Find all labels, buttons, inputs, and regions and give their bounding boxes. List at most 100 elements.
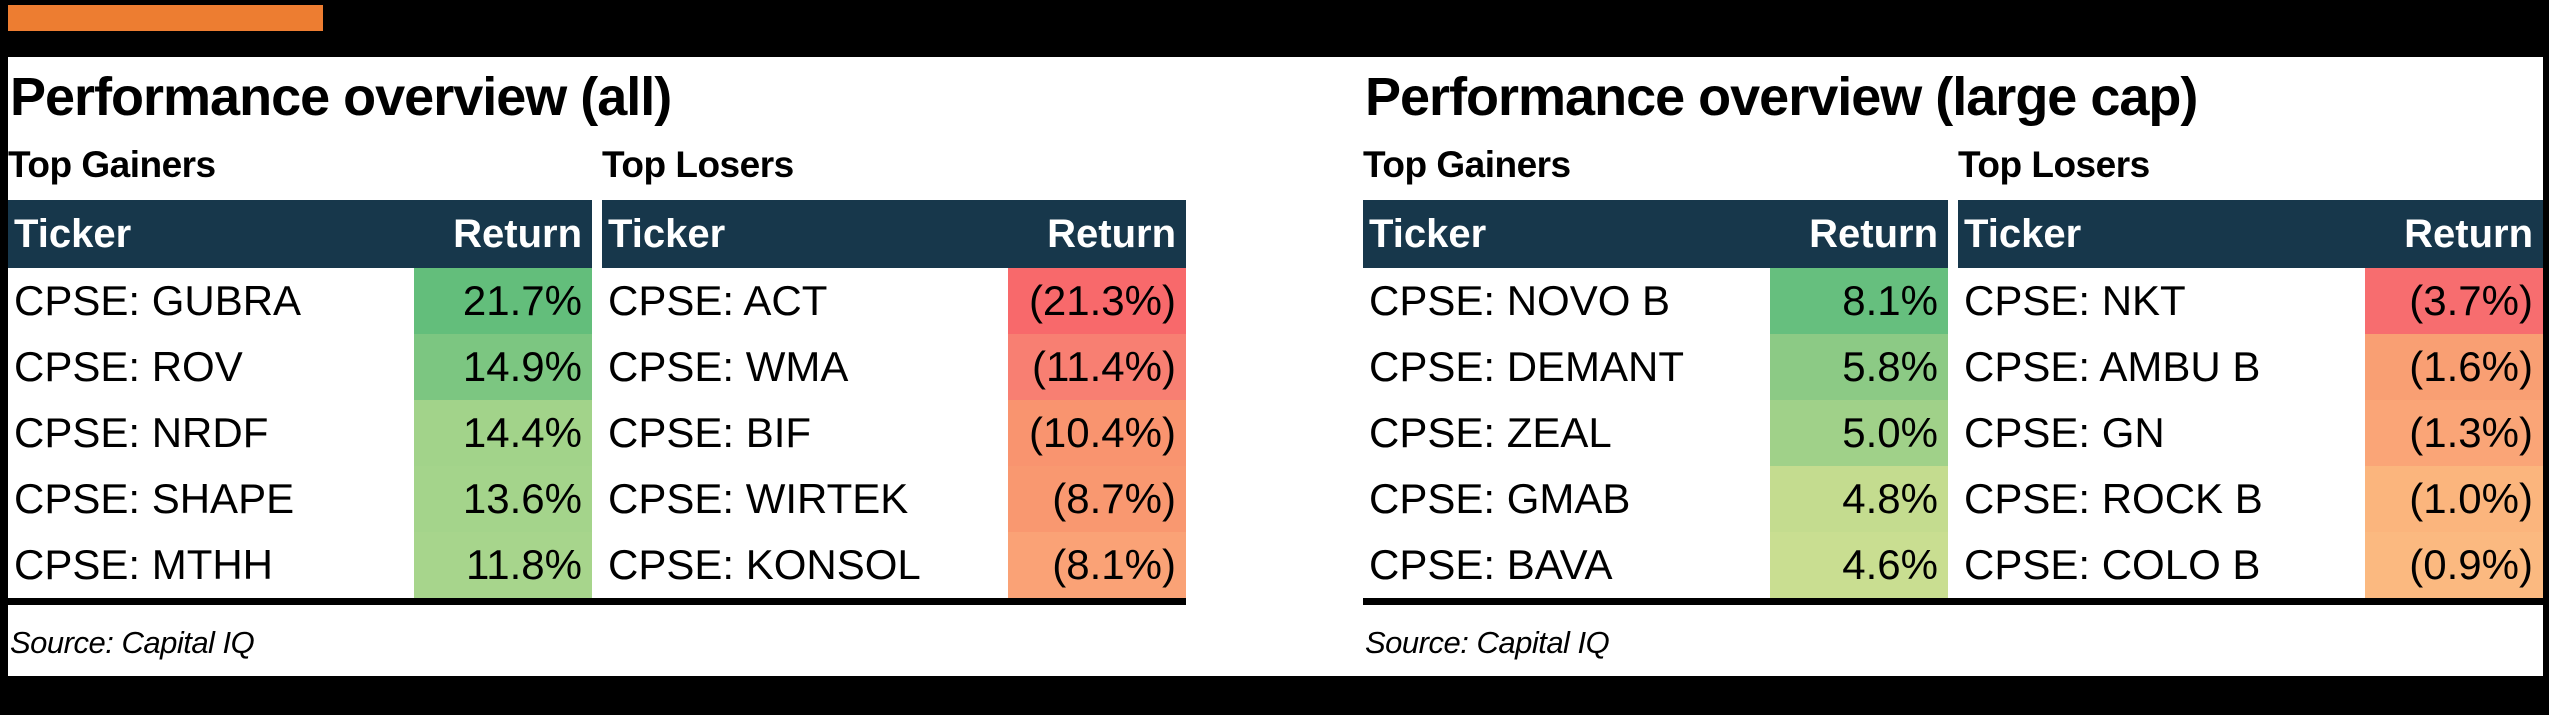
- source-note: Source: Capital IQ: [10, 625, 255, 660]
- table-row: CPSE: ROV 14.9%: [8, 334, 592, 400]
- table-row: CPSE: ROCK B (1.0%): [1958, 466, 2543, 532]
- ticker-cell: CPSE: NOVO B: [1369, 277, 1671, 324]
- ticker-cell: CPSE: WIRTEK: [608, 475, 909, 522]
- ticker-cell: CPSE: AMBU B: [1964, 343, 2261, 390]
- table-body: CPSE: NOVO B 8.1% CPSE: DEMANT 5.8% CPSE…: [1363, 268, 1948, 598]
- return-cell: 13.6%: [413, 466, 592, 532]
- page-title: Performance overview (large cap): [1365, 67, 2198, 127]
- return-cell: (8.1%): [1007, 532, 1186, 598]
- return-cell: 4.8%: [1769, 466, 1948, 532]
- return-cell: 11.8%: [413, 532, 592, 598]
- gainers-subtable: Top Gainers Ticker Return CPSE: GUBRA 21…: [8, 129, 592, 598]
- table-row: CPSE: AMBU B (1.6%): [1958, 334, 2543, 400]
- losers-table: Ticker Return CPSE: NKT (3.7%) CPSE: AMB…: [1958, 200, 2543, 598]
- table-row: CPSE: GN (1.3%): [1958, 400, 2543, 466]
- losers-subtable: Top Losers Ticker Return CPSE: NKT (3.7%…: [1958, 129, 2543, 598]
- table-header: Ticker Return: [602, 200, 1186, 268]
- ticker-cell: CPSE: GN: [1964, 409, 2165, 456]
- content-panel: Performance overview (all) Top Gainers T…: [8, 57, 2543, 676]
- ticker-cell: CPSE: WMA: [608, 343, 849, 390]
- table-body: CPSE: NKT (3.7%) CPSE: AMBU B (1.6%) CPS…: [1958, 268, 2543, 598]
- table-row: CPSE: WMA (11.4%): [602, 334, 1186, 400]
- table-header: Ticker Return: [8, 200, 592, 268]
- ticker-cell: CPSE: ROV: [14, 343, 243, 390]
- column-header-return: Return: [1809, 211, 1938, 256]
- ticker-cell: CPSE: ROCK B: [1964, 475, 2263, 522]
- column-header-ticker: Ticker: [1369, 211, 1487, 256]
- losers-heading: Top Losers: [602, 144, 794, 185]
- table-row: CPSE: NRDF 14.4%: [8, 400, 592, 466]
- panel-performance-large-cap: Performance overview (large cap) Top Gai…: [1363, 57, 2543, 661]
- column-header-return: Return: [453, 211, 582, 256]
- gainers-table: Ticker Return CPSE: GUBRA 21.7% CPSE: RO…: [8, 200, 592, 598]
- table-row: CPSE: NOVO B 8.1%: [1363, 268, 1948, 334]
- return-cell: (1.0%): [2364, 466, 2543, 532]
- ticker-cell: CPSE: GUBRA: [14, 277, 302, 324]
- column-header-return: Return: [1047, 211, 1176, 256]
- return-cell: (0.9%): [2364, 532, 2543, 598]
- column-header-ticker: Ticker: [1964, 211, 2082, 256]
- ticker-cell: CPSE: BAVA: [1369, 541, 1613, 588]
- table-row: CPSE: NKT (3.7%): [1958, 268, 2543, 334]
- ticker-cell: CPSE: ACT: [608, 277, 828, 324]
- panel-performance-all: Performance overview (all) Top Gainers T…: [8, 57, 1186, 661]
- table-row: CPSE: BAVA 4.6%: [1363, 532, 1948, 598]
- table-row: CPSE: ACT (21.3%): [602, 268, 1186, 334]
- losers-subtable: Top Losers Ticker Return CPSE: ACT (21.3…: [602, 129, 1186, 598]
- table-bottom-border: [8, 598, 1186, 605]
- table-row: CPSE: SHAPE 13.6%: [8, 466, 592, 532]
- table-row: CPSE: KONSOL (8.1%): [602, 532, 1186, 598]
- subtables-row: Top Gainers Ticker Return CPSE: NOVO B 8…: [1363, 129, 2543, 598]
- return-cell: 21.7%: [413, 268, 592, 334]
- return-cell: (21.3%): [1007, 268, 1186, 334]
- gainers-table: Ticker Return CPSE: NOVO B 8.1% CPSE: DE…: [1363, 200, 1948, 598]
- column-header-return: Return: [2404, 211, 2533, 256]
- return-cell: (1.6%): [2364, 334, 2543, 400]
- return-cell: 5.8%: [1769, 334, 1948, 400]
- table-header: Ticker Return: [1958, 200, 2543, 268]
- return-cell: 8.1%: [1769, 268, 1948, 334]
- ticker-cell: CPSE: SHAPE: [14, 475, 295, 522]
- table-row: CPSE: MTHH 11.8%: [8, 532, 592, 598]
- table-row: CPSE: GMAB 4.8%: [1363, 466, 1948, 532]
- table-body: CPSE: ACT (21.3%) CPSE: WMA (11.4%) CPSE…: [602, 268, 1186, 598]
- page-title: Performance overview (all): [10, 67, 672, 127]
- return-cell: (8.7%): [1007, 466, 1186, 532]
- table-bottom-border: [1363, 598, 2543, 605]
- return-cell: (3.7%): [2364, 268, 2543, 334]
- ticker-cell: CPSE: COLO B: [1964, 541, 2261, 588]
- gainers-heading: Top Gainers: [1363, 144, 1571, 185]
- subtables-row: Top Gainers Ticker Return CPSE: GUBRA 21…: [8, 129, 1186, 598]
- table-row: CPSE: COLO B (0.9%): [1958, 532, 2543, 598]
- gainers-heading: Top Gainers: [8, 144, 216, 185]
- losers-table: Ticker Return CPSE: ACT (21.3%) CPSE: WM…: [602, 200, 1186, 598]
- table-row: CPSE: DEMANT 5.8%: [1363, 334, 1948, 400]
- return-cell: 5.0%: [1769, 400, 1948, 466]
- losers-heading: Top Losers: [1958, 144, 2150, 185]
- table-body: CPSE: GUBRA 21.7% CPSE: ROV 14.9% CPSE: …: [8, 268, 592, 598]
- ticker-cell: CPSE: DEMANT: [1369, 343, 1685, 390]
- ticker-cell: CPSE: MTHH: [14, 541, 274, 588]
- return-cell: (10.4%): [1007, 400, 1186, 466]
- ticker-cell: CPSE: KONSOL: [608, 541, 921, 588]
- gainers-subtable: Top Gainers Ticker Return CPSE: NOVO B 8…: [1363, 129, 1948, 598]
- return-cell: 4.6%: [1769, 532, 1948, 598]
- ticker-cell: CPSE: BIF: [608, 409, 812, 456]
- ticker-cell: CPSE: NRDF: [14, 409, 269, 456]
- return-cell: (11.4%): [1007, 334, 1186, 400]
- return-cell: (1.3%): [2364, 400, 2543, 466]
- return-cell: 14.9%: [413, 334, 592, 400]
- ticker-cell: CPSE: NKT: [1964, 277, 2186, 324]
- table-row: CPSE: ZEAL 5.0%: [1363, 400, 1948, 466]
- ticker-cell: CPSE: ZEAL: [1369, 409, 1612, 456]
- ticker-cell: CPSE: GMAB: [1369, 475, 1631, 522]
- column-header-ticker: Ticker: [14, 211, 132, 256]
- return-cell: 14.4%: [413, 400, 592, 466]
- table-row: CPSE: WIRTEK (8.7%): [602, 466, 1186, 532]
- table-header: Ticker Return: [1363, 200, 1948, 268]
- table-row: CPSE: BIF (10.4%): [602, 400, 1186, 466]
- accent-bar: [8, 5, 323, 31]
- bottom-frame-bar: [0, 676, 2549, 715]
- source-note: Source: Capital IQ: [1365, 625, 1610, 660]
